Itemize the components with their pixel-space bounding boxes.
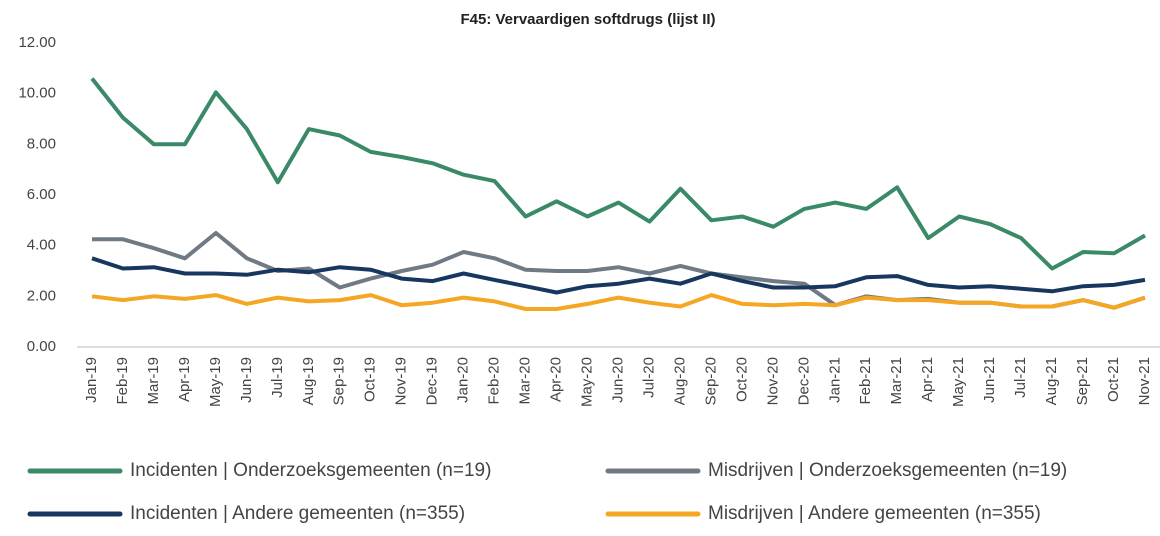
y-tick-label: 0.00	[27, 338, 56, 355]
x-tick-label: Aug-21	[1043, 357, 1060, 405]
x-tick-label: May-20	[578, 357, 595, 407]
x-tick-label: Nov-20	[764, 357, 781, 405]
x-tick-label: Jan-21	[826, 357, 843, 403]
y-tick-label: 6.00	[27, 186, 56, 203]
x-tick-label: Jul-21	[1012, 357, 1029, 398]
x-tick-label: Jan-20	[455, 357, 472, 403]
y-tick-label: 4.00	[27, 237, 56, 254]
x-tick-label: Jun-21	[981, 357, 998, 403]
x-tick-label: Mar-19	[145, 357, 162, 405]
x-tick-label: Sep-20	[702, 357, 719, 405]
x-tick-label: Feb-20	[486, 357, 503, 405]
x-tick-label: May-19	[207, 357, 224, 407]
y-tick-label: 10.00	[18, 85, 56, 102]
chart-title: F45: Vervaardigen softdrugs (lijst II)	[460, 11, 715, 28]
x-tick-label: Dec-20	[795, 357, 812, 405]
x-tick-label: Jan-19	[83, 357, 100, 403]
x-tick-label: Aug-20	[671, 357, 688, 405]
x-tick-label: Sep-21	[1074, 357, 1091, 405]
x-tick-label: Apr-20	[548, 357, 565, 402]
legend-label: Misdrijven | Andere gemeenten (n=355)	[708, 503, 1041, 524]
x-tick-label: Jun-19	[238, 357, 255, 403]
x-tick-label: Sep-19	[331, 357, 348, 405]
x-tick-label: Oct-21	[1105, 357, 1122, 402]
x-tick-label: Jun-20	[609, 357, 626, 403]
x-tick-label: Dec-19	[424, 357, 441, 405]
x-tick-label: Feb-21	[857, 357, 874, 405]
series-line	[90, 77, 1146, 271]
x-tick-label: Mar-20	[517, 357, 534, 405]
y-tick-label: 2.00	[27, 287, 56, 304]
x-tick-label: Oct-19	[362, 357, 379, 402]
x-tick-label: Apr-19	[176, 357, 193, 402]
x-tick-label: Apr-21	[919, 357, 936, 402]
x-tick-label: Aug-19	[300, 357, 317, 405]
series-line	[91, 293, 1146, 311]
legend-label: Misdrijven | Onderzoeksgemeenten (n=19)	[708, 460, 1067, 481]
legend-label: Incidenten | Andere gemeenten (n=355)	[130, 503, 465, 524]
x-tick-label: Nov-19	[393, 357, 410, 405]
x-tick-label: Feb-19	[114, 357, 131, 405]
x-tick-label: Oct-20	[733, 357, 750, 402]
x-tick-label: May-21	[950, 357, 967, 407]
x-tick-label: Nov-21	[1136, 357, 1153, 405]
series-line	[91, 256, 1146, 295]
x-tick-label: Mar-21	[888, 357, 905, 405]
legend-label: Incidenten | Onderzoeksgemeenten (n=19)	[130, 460, 491, 481]
y-tick-label: 12.00	[18, 34, 56, 51]
y-tick-label: 8.00	[27, 135, 56, 152]
x-tick-label: Jul-19	[269, 357, 286, 398]
x-tick-label: Jul-20	[640, 357, 657, 398]
